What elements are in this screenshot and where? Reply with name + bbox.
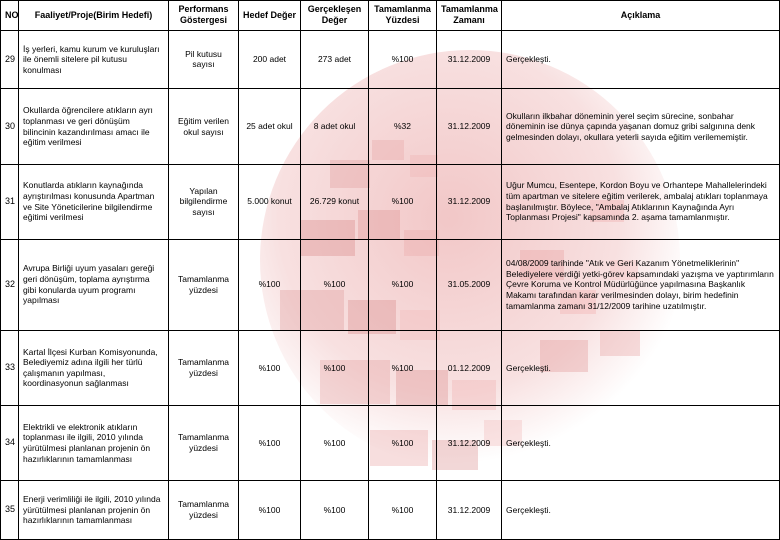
table-row: 34Elektrikli ve elektronik atıkların top… [1, 405, 780, 480]
table-row: 35Enerji verimliliği ile ilgili, 2010 yı… [1, 480, 780, 539]
cell-no: 30 [1, 89, 19, 164]
col-hedef: Hedef Değer [239, 1, 301, 31]
cell-yuzde: %100 [369, 30, 437, 89]
cell-yuzde: %32 [369, 89, 437, 164]
cell-faaliyet: Enerji verimliliği ile ilgili, 2010 yılı… [19, 480, 169, 539]
cell-zaman: 31.05.2009 [437, 239, 502, 330]
cell-faaliyet: Konutlarda atıkların kaynağında ayrıştır… [19, 164, 169, 239]
cell-faaliyet: Elektrikli ve elektronik atıkların topla… [19, 405, 169, 480]
cell-gosterge: Pil kutusu sayısı [169, 30, 239, 89]
cell-no: 29 [1, 30, 19, 89]
cell-aciklama: Uğur Mumcu, Esentepe, Kordon Boyu ve Orh… [502, 164, 780, 239]
cell-hedef: 25 adet okul [239, 89, 301, 164]
cell-faaliyet: Okullarda öğrencilere atıkların ayrı top… [19, 89, 169, 164]
cell-zaman: 31.12.2009 [437, 164, 502, 239]
cell-gosterge: Tamamlanma yüzdesi [169, 330, 239, 405]
cell-no: 33 [1, 330, 19, 405]
cell-aciklama: 04/08/2009 tarihinde "Atık ve Geri Kazan… [502, 239, 780, 330]
cell-hedef: %100 [239, 480, 301, 539]
cell-gosterge: Tamamlanma yüzdesi [169, 480, 239, 539]
cell-aciklama: Okulların ilkbahar döneminin yerel seçim… [502, 89, 780, 164]
cell-yuzde: %100 [369, 330, 437, 405]
cell-hedef: %100 [239, 239, 301, 330]
cell-faaliyet: Kartal İlçesi Kurban Komisyonunda, Beled… [19, 330, 169, 405]
cell-yuzde: %100 [369, 239, 437, 330]
cell-no: 32 [1, 239, 19, 330]
cell-aciklama: Gerçekleşti. [502, 405, 780, 480]
cell-yuzde: %100 [369, 164, 437, 239]
cell-gosterge: Tamamlanma yüzdesi [169, 239, 239, 330]
cell-hedef: %100 [239, 330, 301, 405]
cell-hedef: 200 adet [239, 30, 301, 89]
col-gosterge: Performans Göstergesi [169, 1, 239, 31]
cell-no: 31 [1, 164, 19, 239]
cell-aciklama: Gerçekleşti. [502, 330, 780, 405]
col-gerceklesen: Gerçekleşen Değer [301, 1, 369, 31]
cell-gerceklesen: %100 [301, 239, 369, 330]
cell-gerceklesen: %100 [301, 480, 369, 539]
cell-faaliyet: Avrupa Birliği uyum yasaları gereği geri… [19, 239, 169, 330]
performance-table: NO Faaliyet/Proje(Birim Hedefi) Performa… [0, 0, 780, 540]
cell-aciklama: Gerçekleşti. [502, 30, 780, 89]
cell-zaman: 31.12.2009 [437, 480, 502, 539]
cell-gerceklesen: 26.729 konut [301, 164, 369, 239]
col-zaman: Tamamlanma Zamanı [437, 1, 502, 31]
cell-gosterge: Tamamlanma yüzdesi [169, 405, 239, 480]
col-faaliyet: Faaliyet/Proje(Birim Hedefi) [19, 1, 169, 31]
cell-zaman: 31.12.2009 [437, 30, 502, 89]
cell-no: 34 [1, 405, 19, 480]
cell-no: 35 [1, 480, 19, 539]
col-yuzde: Tamamlanma Yüzdesi [369, 1, 437, 31]
col-aciklama: Açıklama [502, 1, 780, 31]
cell-gosterge: Eğitim verilen okul sayısı [169, 89, 239, 164]
cell-yuzde: %100 [369, 480, 437, 539]
table-row: 33Kartal İlçesi Kurban Komisyonunda, Bel… [1, 330, 780, 405]
cell-zaman: 01.12.2009 [437, 330, 502, 405]
cell-gerceklesen: 8 adet okul [301, 89, 369, 164]
cell-faaliyet: İş yerleri, kamu kurum ve kuruluşları il… [19, 30, 169, 89]
cell-yuzde: %100 [369, 405, 437, 480]
cell-zaman: 31.12.2009 [437, 89, 502, 164]
header-row: NO Faaliyet/Proje(Birim Hedefi) Performa… [1, 1, 780, 31]
cell-zaman: 31.12.2009 [437, 405, 502, 480]
cell-aciklama: Gerçekleşti. [502, 480, 780, 539]
table-row: 32Avrupa Birliği uyum yasaları gereği ge… [1, 239, 780, 330]
col-no: NO [1, 1, 19, 31]
table-row: 30Okullarda öğrencilere atıkların ayrı t… [1, 89, 780, 164]
table-row: 31Konutlarda atıkların kaynağında ayrışt… [1, 164, 780, 239]
cell-gosterge: Yapılan bilgilendirme sayısı [169, 164, 239, 239]
table-row: 29İş yerleri, kamu kurum ve kuruluşları … [1, 30, 780, 89]
cell-gerceklesen: 273 adet [301, 30, 369, 89]
cell-gerceklesen: %100 [301, 405, 369, 480]
cell-hedef: %100 [239, 405, 301, 480]
cell-gerceklesen: %100 [301, 330, 369, 405]
cell-hedef: 5.000 konut [239, 164, 301, 239]
